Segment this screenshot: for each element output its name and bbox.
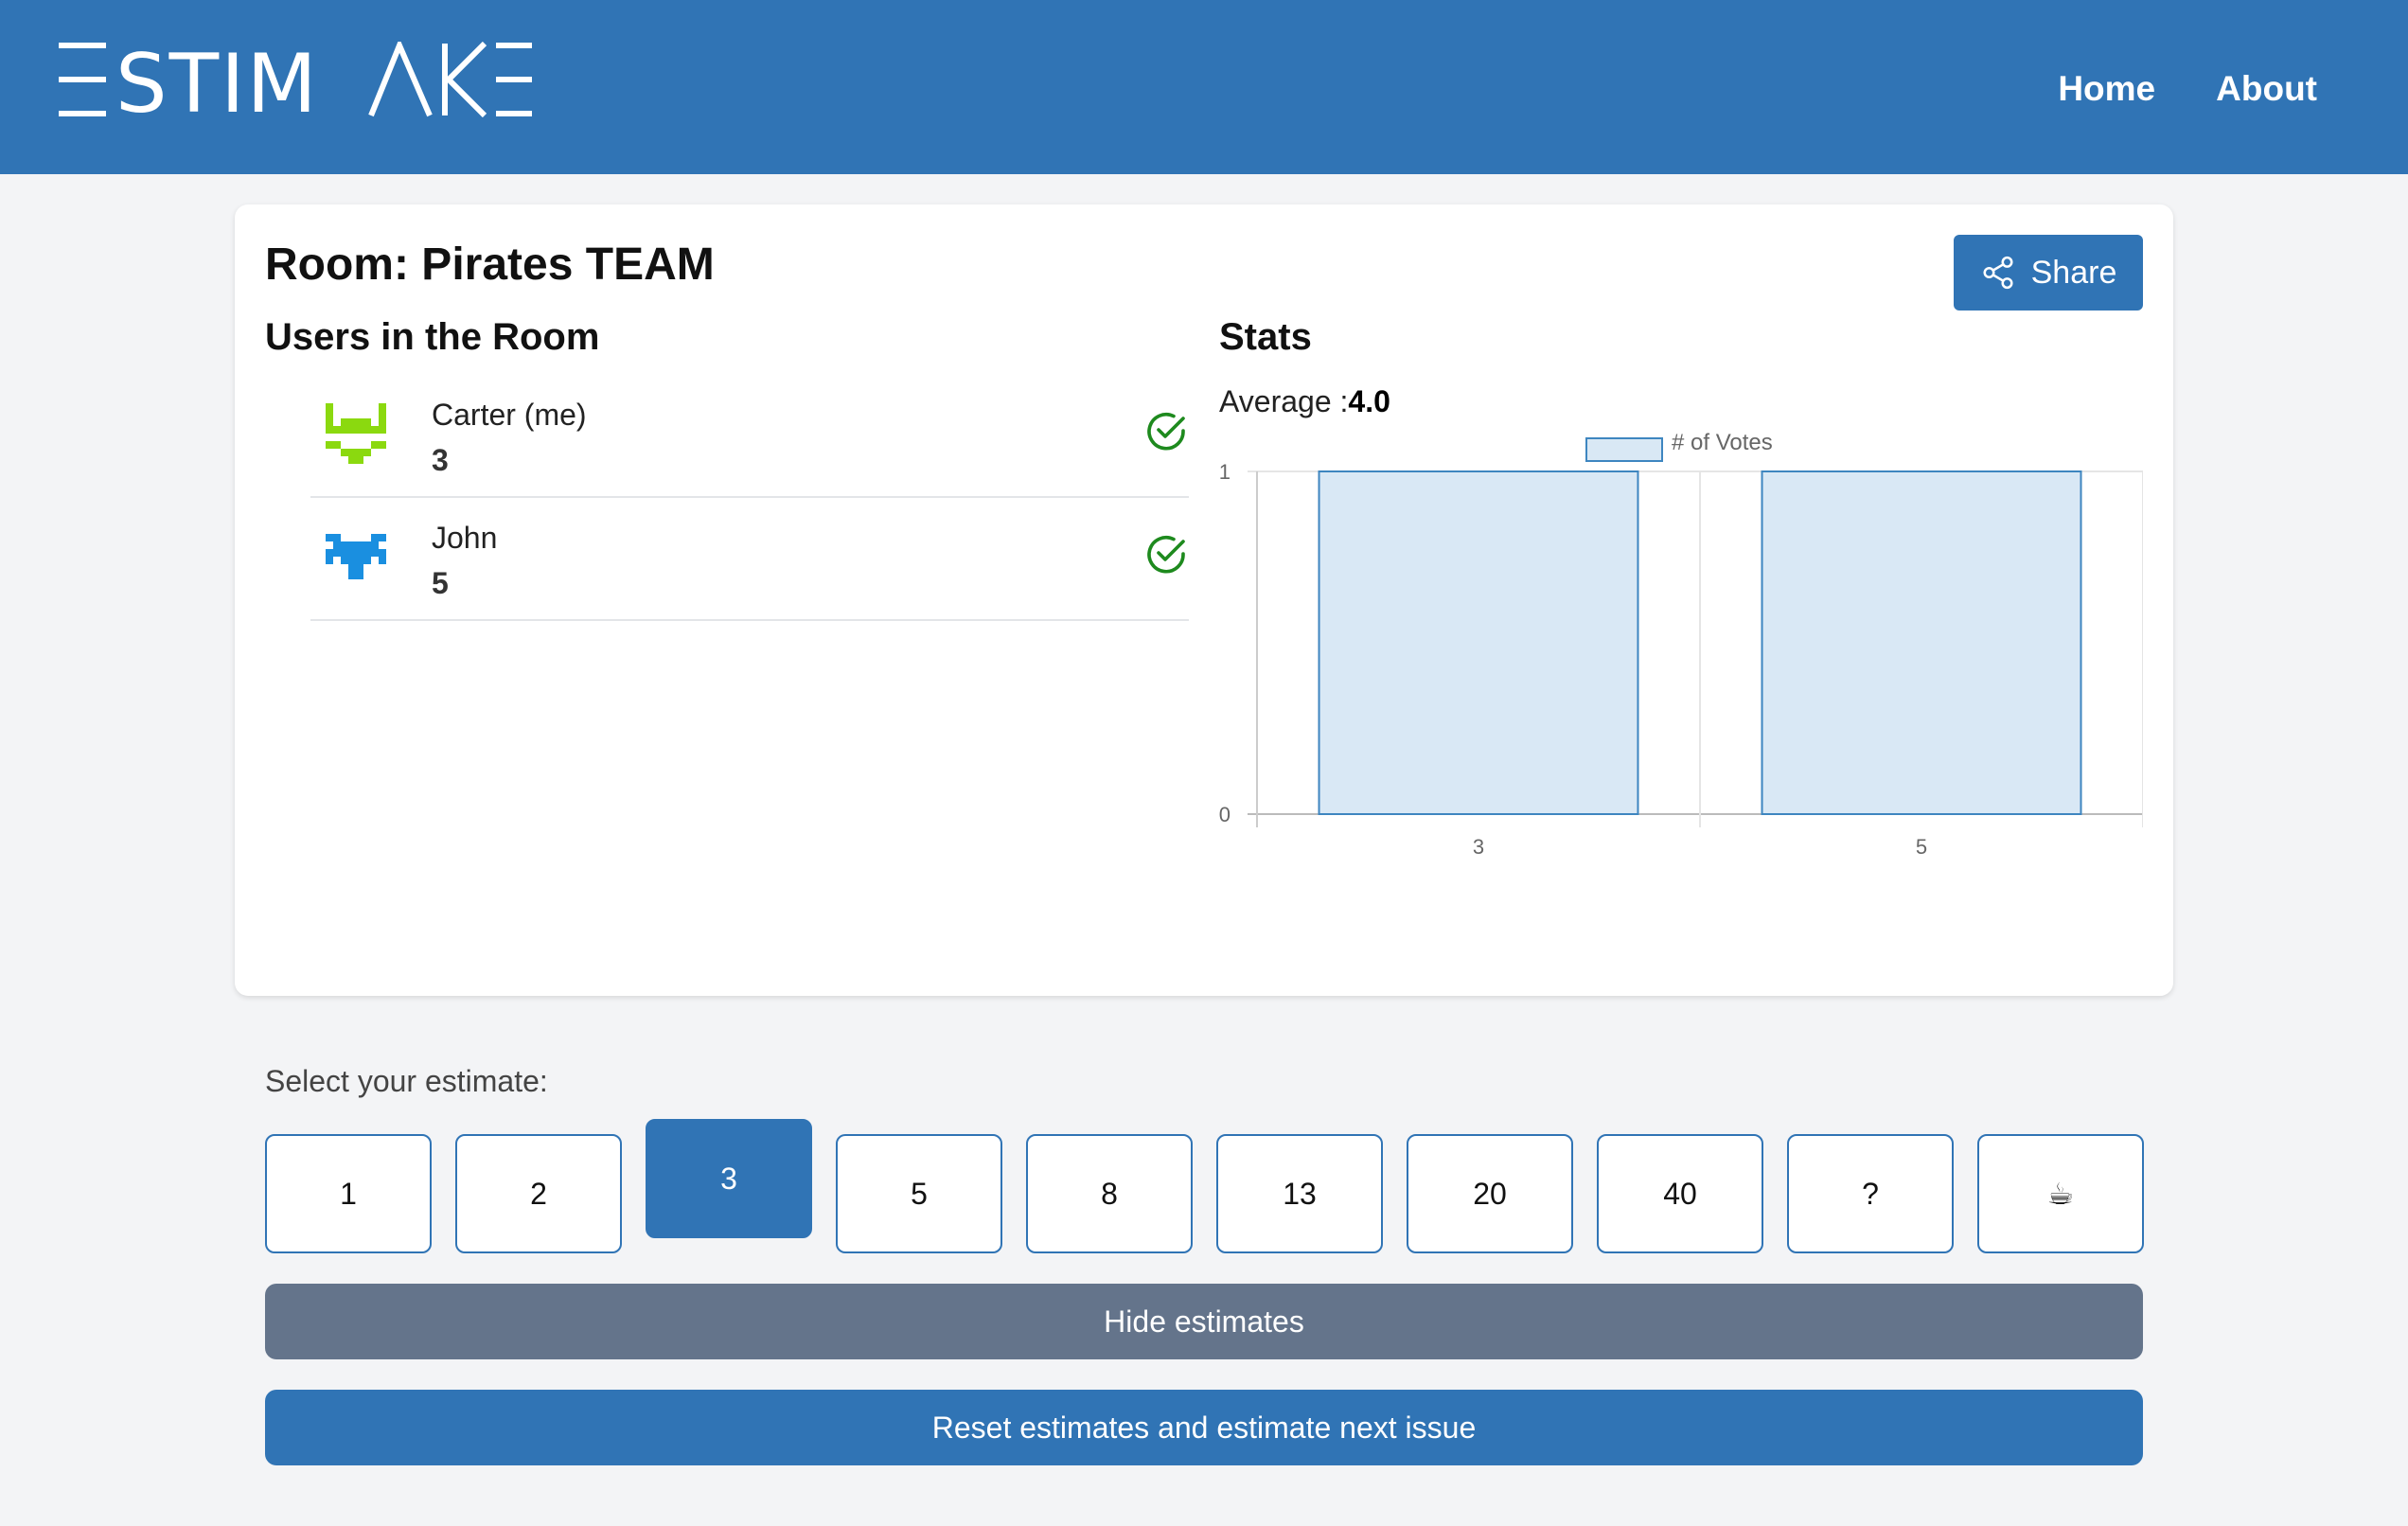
share-button-label: Share bbox=[2030, 254, 2117, 291]
top-navbar: STIM Home About bbox=[0, 0, 2408, 174]
user-name: John bbox=[432, 521, 498, 555]
nav-about-link[interactable]: About bbox=[2216, 69, 2317, 108]
user-name: Carter (me) bbox=[432, 398, 587, 432]
average-display: Average :4.0 bbox=[1219, 384, 1390, 419]
user-avatar-icon bbox=[326, 534, 386, 579]
x-tick-label: 5 bbox=[1916, 835, 1927, 859]
estimate-prompt: Select your estimate: bbox=[265, 1064, 548, 1098]
reset-estimates-button[interactable]: Reset estimates and estimate next issue bbox=[265, 1390, 2143, 1465]
estimate-card-5[interactable]: 5 bbox=[836, 1134, 1002, 1253]
estimate-card-2[interactable]: 2 bbox=[455, 1134, 622, 1253]
share-button[interactable]: Share bbox=[1954, 235, 2143, 311]
bar-3 bbox=[1318, 470, 1639, 815]
user-vote: 3 bbox=[432, 443, 449, 477]
nav-home-link[interactable]: Home bbox=[2058, 69, 2156, 108]
votes-bar-chart: # of Votes 0 1 3 5 bbox=[1219, 430, 2143, 859]
estimate-card-coffee[interactable]: ☕ bbox=[1977, 1134, 2144, 1253]
svg-text:STIM: STIM bbox=[115, 42, 319, 117]
estimate-card-row: 1 2 3 5 8 13 20 40? ☕ bbox=[265, 1117, 2144, 1259]
y-tick-label: 0 bbox=[1219, 803, 1231, 826]
estimate-card-unknown[interactable]: ? bbox=[1787, 1134, 1954, 1253]
x-tick-label: 3 bbox=[1473, 835, 1484, 859]
average-value: 4.0 bbox=[1348, 384, 1390, 418]
users-section-title: Users in the Room bbox=[265, 316, 600, 358]
room-card: Room: Pirates TEAM Share Users in the Ro… bbox=[235, 204, 2173, 996]
stats-section-title: Stats bbox=[1219, 316, 1312, 358]
estimate-card-40[interactable]: 40 bbox=[1597, 1134, 1763, 1253]
legend-label: # of Votes bbox=[1672, 430, 1773, 455]
estimate-card-20[interactable]: 20 bbox=[1407, 1134, 1573, 1253]
estimake-logo-icon: STIM bbox=[59, 37, 532, 132]
user-row: Carter (me) 3 bbox=[310, 375, 1189, 498]
user-vote: 5 bbox=[432, 566, 449, 600]
legend-swatch bbox=[1585, 437, 1663, 462]
estimate-card-8[interactable]: 8 bbox=[1026, 1134, 1193, 1253]
user-row: John 5 bbox=[310, 498, 1189, 621]
voted-check-icon bbox=[1147, 412, 1185, 451]
user-avatar-icon bbox=[326, 403, 386, 464]
voted-check-icon bbox=[1147, 535, 1185, 574]
estimate-card-1[interactable]: 1 bbox=[265, 1134, 432, 1253]
main-nav: Home About bbox=[2058, 59, 2317, 119]
share-icon bbox=[1983, 256, 2013, 290]
user-list: Carter (me) 3 John 5 bbox=[310, 375, 1189, 621]
hide-estimates-button[interactable]: Hide estimates bbox=[265, 1284, 2143, 1359]
estimate-card-3[interactable]: 3 bbox=[646, 1119, 812, 1238]
bar-5 bbox=[1761, 470, 2082, 815]
room-title: Room: Pirates TEAM bbox=[265, 240, 715, 290]
app-logo[interactable]: STIM bbox=[59, 37, 532, 132]
y-tick-label: 1 bbox=[1219, 460, 1231, 484]
average-label: Average : bbox=[1219, 384, 1349, 418]
estimate-card-13[interactable]: 13 bbox=[1216, 1134, 1383, 1253]
